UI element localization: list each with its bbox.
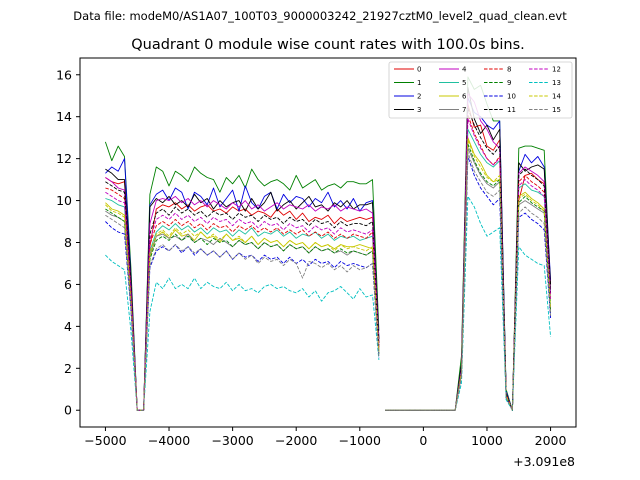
- legend-label-9: 9: [507, 79, 511, 87]
- x-tick-label: 0: [419, 433, 427, 448]
- y-tick-label: 16: [56, 67, 72, 82]
- x-tick-label: −5000: [84, 433, 126, 448]
- legend-label-14: 14: [552, 93, 561, 101]
- x-offset-label: +3.091e8: [513, 454, 575, 469]
- series-line-6: [105, 202, 380, 411]
- plot-lines: [104, 76, 552, 411]
- legend-label-3: 3: [417, 106, 421, 114]
- legend-box: [388, 61, 573, 119]
- legend-label-7: 7: [462, 106, 466, 114]
- y-tick-label: 4: [64, 319, 72, 334]
- series-line-14: [105, 204, 380, 411]
- legend-label-0: 0: [417, 66, 421, 74]
- series-line-15: [105, 214, 380, 411]
- series-line-7: [385, 147, 552, 411]
- y-axis: 0 2 4 6 8 10 12 14 16: [56, 67, 80, 418]
- series-1: [104, 76, 552, 411]
- legend-label-12: 12: [552, 66, 561, 74]
- y-tick-label: 0: [64, 403, 72, 418]
- legend-label-10: 10: [507, 93, 516, 101]
- series-12: [105, 118, 552, 411]
- series-9: [105, 143, 552, 411]
- chart-title: Quadrant 0 module wise count rates with …: [131, 37, 525, 53]
- series-13: [105, 195, 552, 411]
- series-2: [105, 97, 552, 411]
- series-15: [105, 151, 552, 411]
- series-4: [105, 93, 552, 411]
- legend-label-8: 8: [507, 66, 511, 74]
- y-tick-label: 6: [64, 277, 72, 292]
- series-line-10: [105, 221, 380, 411]
- series-line-13: [385, 195, 552, 411]
- series-line-6: [385, 137, 552, 411]
- legend-label-11: 11: [507, 106, 516, 114]
- legend-label-4: 4: [462, 66, 467, 74]
- y-tick-label: 8: [64, 235, 72, 250]
- series-line-15: [385, 151, 552, 411]
- series-0: [105, 103, 552, 411]
- x-tick-label: −3000: [211, 433, 253, 448]
- series-line-1: [104, 141, 380, 411]
- y-tick-label: 10: [56, 193, 72, 208]
- x-tick-label: 2000: [535, 433, 567, 448]
- series-line-3: [105, 168, 380, 411]
- x-tick-label: −4000: [148, 433, 190, 448]
- legend-label-13: 13: [552, 79, 561, 87]
- series-line-14: [385, 139, 552, 411]
- series-line-9: [105, 208, 380, 411]
- series-line-8: [105, 187, 380, 411]
- legend-label-5: 5: [462, 79, 466, 87]
- suptitle: Data file: modeM0/AS1A07_100T03_90000032…: [73, 9, 567, 23]
- legend-label-15: 15: [552, 106, 561, 114]
- legend-label-2: 2: [417, 93, 421, 101]
- legend-label-1: 1: [417, 79, 421, 87]
- series-line-12: [105, 191, 380, 411]
- y-tick-label: 12: [56, 151, 72, 166]
- series-line-11: [105, 181, 380, 411]
- y-tick-label: 14: [56, 109, 72, 124]
- series-line-4: [105, 177, 380, 411]
- legend-label-6: 6: [462, 93, 467, 101]
- x-axis: −5000 −4000 −3000 −2000 −1000 0 1000 2000: [84, 427, 567, 448]
- x-tick-label: 1000: [471, 433, 503, 448]
- series-line-5: [105, 198, 380, 411]
- series-line-13: [105, 254, 380, 411]
- series-line-0: [105, 177, 380, 411]
- y-tick-label: 2: [64, 361, 72, 376]
- x-tick-label: −2000: [275, 433, 317, 448]
- series-line-10: [385, 156, 552, 411]
- series-5: [105, 128, 552, 411]
- x-tick-label: −1000: [339, 433, 381, 448]
